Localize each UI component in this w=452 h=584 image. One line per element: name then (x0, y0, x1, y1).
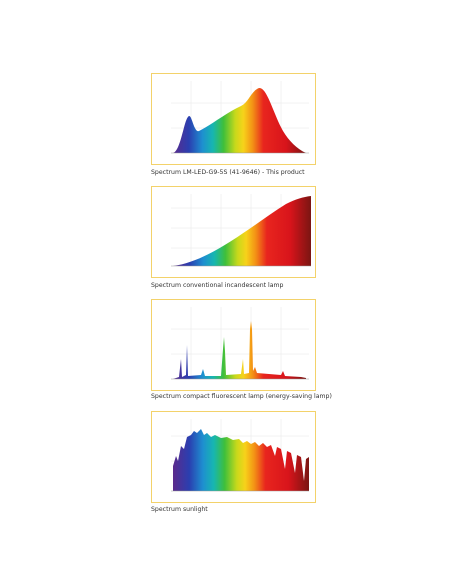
caption: Spectrum sunlight (151, 506, 208, 513)
caption: Spectrum conventional incandescent lamp (151, 282, 284, 289)
spectrum-sunlight (151, 411, 316, 503)
spectrum-led (151, 73, 316, 165)
caption: Spectrum compact fluorescent lamp (energ… (151, 393, 332, 400)
spectrum-fluorescent (151, 299, 316, 391)
spectrum-incandescent (151, 186, 316, 278)
caption: Spectrum LM-LED-G9-5S (41-9646) - This p… (151, 169, 305, 176)
